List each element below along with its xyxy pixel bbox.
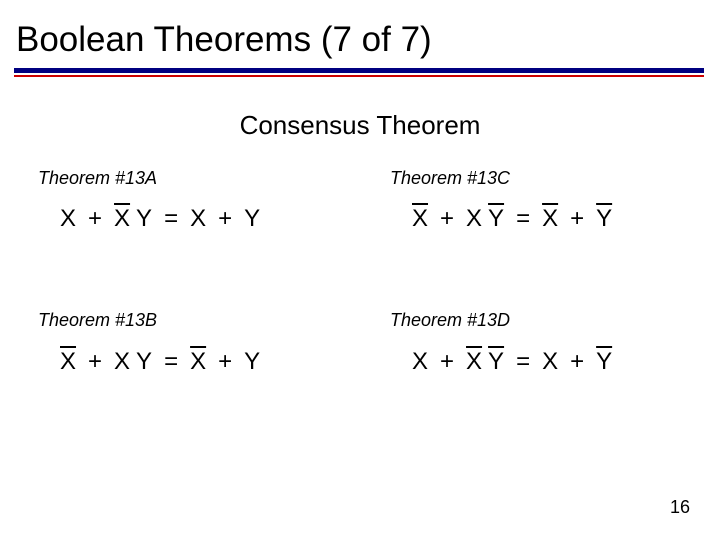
slide-subtitle: Consensus Theorem (0, 110, 720, 141)
equation-13d: X+XY=X+Y (412, 348, 612, 376)
equation-13c: X+XY=X+Y (412, 205, 612, 233)
equation-13b: X+XY=X+Y (60, 348, 260, 376)
equation-13a: X+XY=X+Y (60, 205, 260, 233)
theorem-label-13c: Theorem #13C (390, 168, 510, 189)
page-number: 16 (670, 497, 690, 518)
title-underline-primary (14, 68, 704, 73)
theorem-label-13b: Theorem #13B (38, 310, 157, 331)
slide-title: Boolean Theorems (7 of 7) (16, 20, 432, 60)
title-underline-accent (14, 75, 704, 77)
theorem-label-13d: Theorem #13D (390, 310, 510, 331)
slide: Boolean Theorems (7 of 7) Consensus Theo… (0, 0, 720, 540)
theorem-label-13a: Theorem #13A (38, 168, 157, 189)
